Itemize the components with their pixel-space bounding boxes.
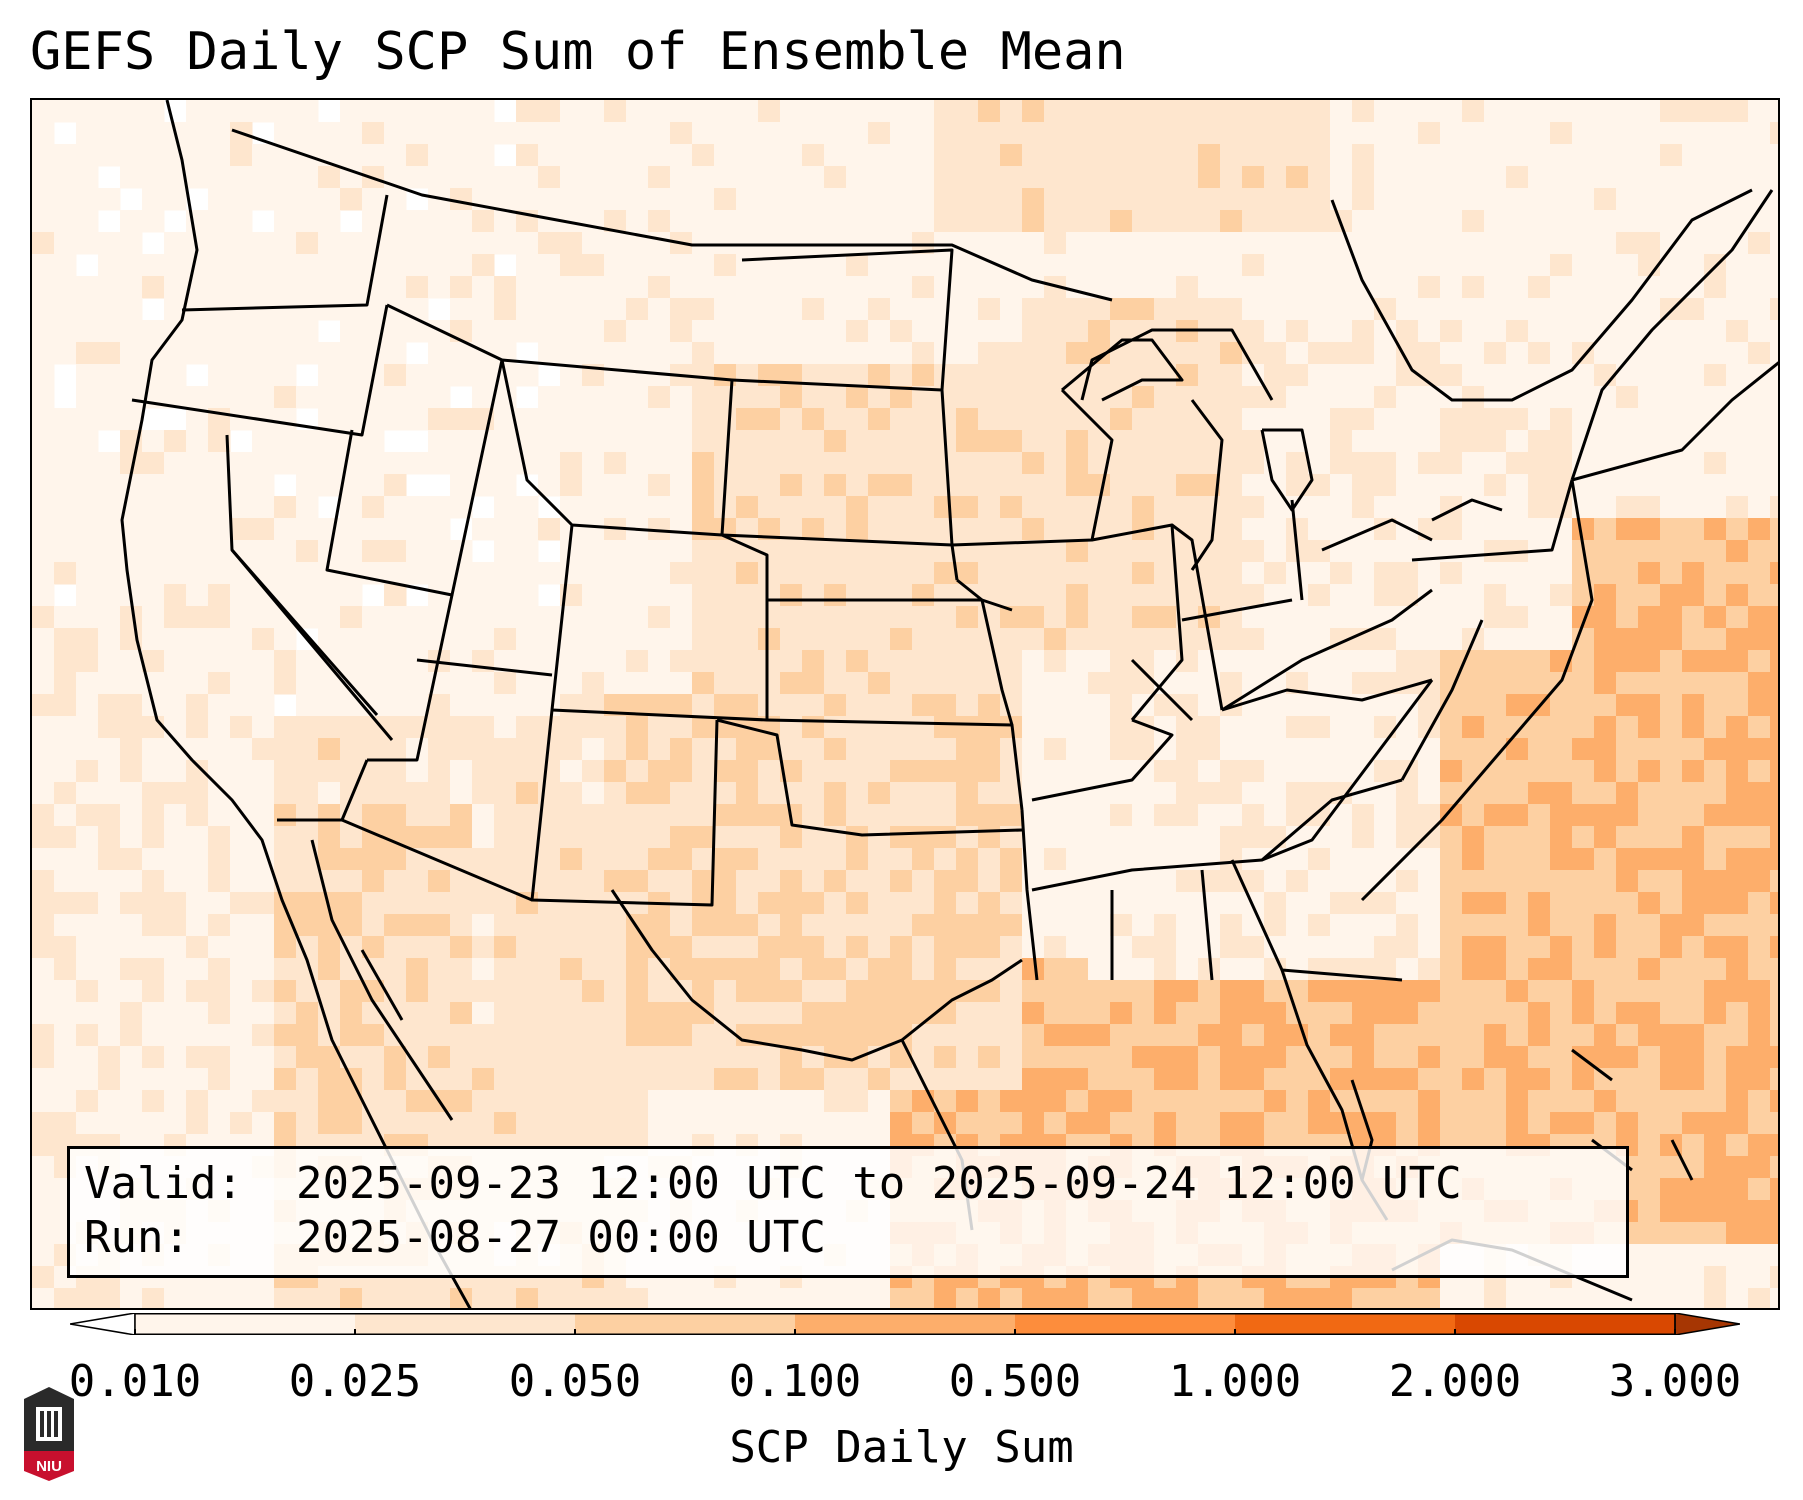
colorbar-extend-high [1674, 1313, 1740, 1335]
svg-text:NIU: NIU [36, 1458, 62, 1475]
valid-row: Valid: 2025-09-23 12:00 UTC to 2025-09-24… [84, 1157, 1626, 1211]
colorbar [70, 1313, 1740, 1335]
colorbar-segment [1015, 1313, 1236, 1335]
colorbar-segment [795, 1313, 1016, 1335]
colorbar-segment [575, 1313, 796, 1335]
colorbar-segment [1455, 1313, 1676, 1335]
run-row: Run: 2025-08-27 00:00 UTC [84, 1211, 1626, 1265]
colorbar-tick-label: 0.100 [728, 1356, 862, 1407]
run-value: 2025-08-27 00:00 UTC [296, 1212, 826, 1263]
run-label: Run: [84, 1212, 190, 1263]
map-canvas [32, 100, 1778, 1308]
colorbar-tick-label: 0.010 [68, 1356, 202, 1407]
niu-logo: NIU [24, 1387, 74, 1481]
colorbar-tick-label: 0.500 [948, 1356, 1082, 1407]
map-title: GEFS Daily SCP Sum of Ensemble Mean [30, 22, 1126, 82]
valid-value: 2025-09-23 12:00 UTC to 2025-09-24 12:00… [296, 1158, 1462, 1209]
colorbar-extend-low [70, 1313, 136, 1335]
scp-shading [32, 100, 1778, 1308]
colorbar-segment [355, 1313, 576, 1335]
colorbar-tick-label: 0.050 [508, 1356, 642, 1407]
map-panel [30, 98, 1780, 1310]
colorbar-tick-label: 3.000 [1608, 1356, 1742, 1407]
colorbar-tick-label: 2.000 [1388, 1356, 1522, 1407]
valid-run-box: Valid: 2025-09-23 12:00 UTC to 2025-09-24… [67, 1146, 1629, 1278]
state-borders [120, 100, 1778, 1308]
colorbar-segment [1235, 1313, 1456, 1335]
colorbar-label: SCP Daily Sum [729, 1422, 1074, 1473]
colorbar-tick-label: 1.000 [1168, 1356, 1302, 1407]
colorbar-tick-label: 0.025 [288, 1356, 422, 1407]
colorbar-segment [135, 1313, 356, 1335]
valid-label: Valid: [84, 1158, 243, 1209]
